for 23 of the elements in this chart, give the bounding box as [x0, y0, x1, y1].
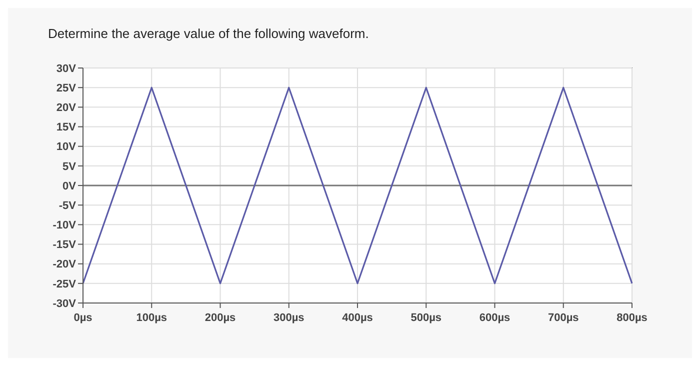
- y-tick-label: 20V: [56, 102, 77, 114]
- y-tick-label: 30V: [56, 62, 77, 75]
- x-tick-label: 0µs: [74, 312, 92, 324]
- y-tick-label: 10V: [56, 141, 77, 154]
- y-tick-label: -30V: [52, 298, 77, 310]
- x-tick-label: 200µs: [204, 312, 236, 324]
- y-tick-label: -10V: [52, 220, 77, 232]
- y-tick-label: -25V: [52, 278, 77, 290]
- x-tick-label: 300µs: [273, 312, 304, 324]
- x-tick-label: 400µs: [342, 312, 373, 324]
- x-tick-label: 700µs: [548, 312, 579, 324]
- y-tick-label: 0V: [62, 180, 77, 192]
- y-tick-label: 25V: [56, 82, 77, 94]
- x-tick-label: 800µs: [616, 312, 648, 324]
- x-tick-label: 600µs: [479, 312, 510, 324]
- y-tick-label: 5V: [62, 160, 77, 173]
- chart-title: Determine the average value of the following waveform.: [48, 26, 369, 41]
- y-tick-label: -20V: [52, 258, 77, 271]
- x-tick-label: 100µs: [136, 312, 168, 324]
- y-tick-label: -5V: [58, 200, 77, 212]
- y-tick-label: -15V: [52, 239, 77, 252]
- x-tick-label: 500µs: [410, 312, 442, 324]
- y-tick-label: 15V: [56, 122, 77, 134]
